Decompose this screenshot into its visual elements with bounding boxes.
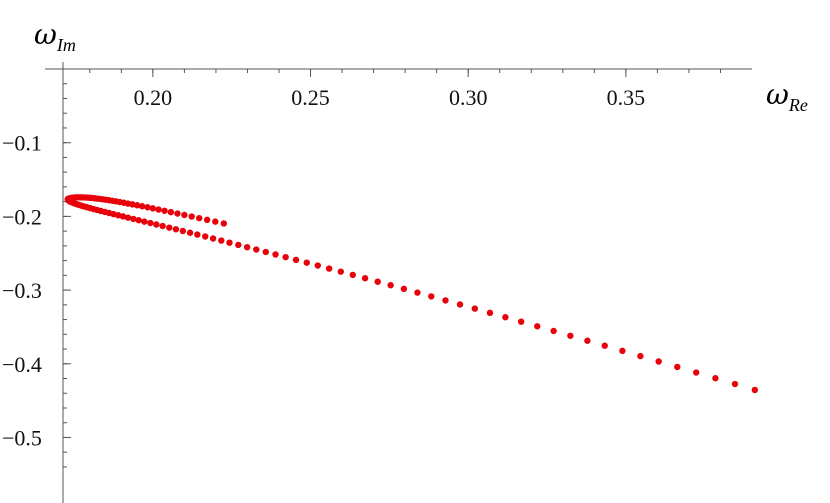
data-point [202, 233, 209, 240]
data-point [314, 262, 321, 269]
data-point [243, 243, 251, 251]
data-point [692, 369, 700, 376]
data-point [374, 278, 381, 285]
data-point [517, 318, 525, 325]
data-point [601, 342, 608, 349]
x-tick-label: 0.30 [449, 85, 488, 110]
data-point [119, 213, 127, 220]
data-point [203, 216, 211, 224]
data-point [138, 203, 146, 210]
x-major-ticks [152, 69, 627, 77]
data-point [349, 271, 356, 279]
data-point [751, 386, 759, 394]
data-point [235, 241, 242, 249]
data-point [534, 323, 541, 330]
y-axis-label: ωIm [34, 18, 76, 55]
y-tick-label: −0.5 [2, 425, 42, 450]
x-axis-label: ωRe [766, 78, 808, 115]
data-point [212, 218, 219, 225]
data-point [282, 253, 289, 261]
data-point [637, 352, 644, 360]
data-point [181, 211, 188, 219]
data-point [209, 235, 217, 242]
data-point [428, 293, 435, 300]
y-tick-label: −0.2 [2, 204, 42, 229]
y-axis-symbol: ω [34, 18, 57, 51]
y-minor-ticks [63, 83, 67, 468]
data-point [167, 208, 175, 216]
data-point [731, 380, 739, 388]
data-point [144, 204, 151, 211]
data-point [292, 256, 300, 264]
data-point [674, 363, 681, 371]
y-major-ticks [63, 142, 71, 438]
data-point [400, 285, 408, 293]
x-tick-label: 0.25 [291, 85, 330, 110]
data-point [147, 219, 154, 227]
x-axis-symbol: ω [766, 78, 789, 111]
data-point [262, 248, 269, 256]
data-point [486, 309, 494, 317]
data-point [337, 268, 345, 275]
y-tick-label: −0.1 [2, 131, 42, 156]
data-point [471, 305, 479, 312]
y-tick-label: −0.3 [2, 278, 42, 303]
y-tick-label: −0.4 [2, 352, 42, 377]
x-tick-label: 0.35 [607, 85, 646, 110]
data-point [218, 237, 225, 244]
y-axis-subscript: Im [56, 35, 76, 55]
x-axis-subscript: Re [788, 95, 808, 115]
data-point [179, 227, 187, 235]
data-point [584, 337, 591, 344]
data-point [442, 297, 449, 304]
data-point [361, 275, 369, 282]
x-minor-ticks [89, 69, 721, 73]
data-point [456, 301, 464, 308]
data-point [196, 214, 203, 222]
data-point [226, 239, 233, 246]
data-point [172, 226, 180, 233]
data-point [272, 251, 279, 258]
y-tick-labels: −0.1 −0.2 −0.3 −0.4 −0.5 [2, 131, 42, 451]
data-point [130, 215, 137, 223]
data-point [550, 327, 557, 335]
data-point [133, 202, 141, 209]
data-point [186, 229, 194, 236]
data-point [161, 207, 168, 214]
data-point [166, 224, 173, 231]
data-point [303, 259, 310, 266]
axes [45, 62, 752, 503]
data-point [141, 218, 148, 225]
data-point [220, 220, 228, 227]
data-point [149, 205, 157, 212]
data-point [153, 221, 160, 228]
data-point [188, 213, 195, 220]
data-point [174, 210, 181, 217]
data-point [502, 314, 509, 321]
data-point [325, 265, 333, 272]
data-point [567, 332, 574, 339]
data-point [124, 214, 132, 221]
data-point [712, 375, 719, 382]
data-point [135, 217, 142, 224]
data-point [155, 206, 162, 213]
data-point [414, 289, 421, 296]
data-point [159, 222, 166, 230]
data-point [619, 347, 626, 355]
x-tick-labels: 0.20 0.25 0.30 0.35 [134, 85, 645, 110]
x-tick-label: 0.20 [134, 85, 173, 110]
data-point [387, 282, 394, 289]
data-points [64, 194, 759, 394]
data-point [253, 246, 260, 253]
data-point [655, 358, 662, 365]
data-point [194, 231, 201, 238]
